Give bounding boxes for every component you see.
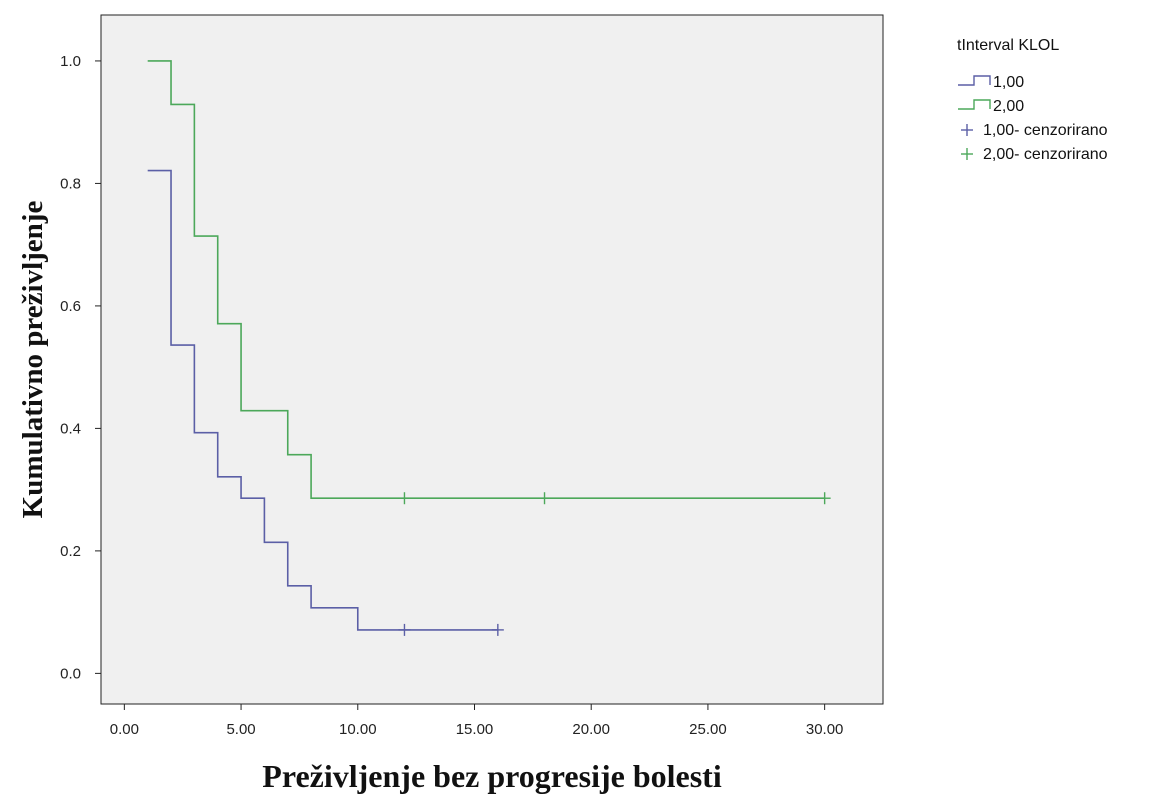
y-axis: 0.0 0.2 0.4 0.6 0.8 1.0: [60, 53, 101, 682]
x-tick-label: 5.00: [226, 721, 255, 738]
y-axis-title: Kumulativno preživljenje: [17, 201, 49, 519]
legend-step-swatch: [958, 100, 990, 109]
x-tick-label: 0.00: [110, 721, 139, 738]
y-tick-label: 0.6: [60, 298, 81, 315]
legend-entry-1-00: 1,00: [958, 74, 1024, 91]
plot-area: [101, 15, 883, 704]
y-tick-label: 0.8: [60, 175, 81, 192]
legend-entry-2-00: 2,00: [958, 98, 1024, 115]
legend-entry-1-00-cenzorirano: 1,00- cenzorirano: [961, 122, 1108, 139]
x-tick-label: 25.00: [689, 721, 727, 738]
y-tick-label: 0.0: [60, 665, 81, 682]
y-tick-label: 0.2: [60, 543, 81, 560]
legend-label: 1,00- cenzorirano: [983, 122, 1108, 139]
x-tick-label: 30.00: [806, 721, 844, 738]
legend-entry-2-00-cenzorirano: 2,00- cenzorirano: [961, 146, 1108, 163]
legend-label: 1,00: [993, 74, 1024, 91]
x-axis-title: Preživljenje bez progresije bolesti: [262, 758, 722, 794]
legend-label: 2,00- cenzorirano: [983, 146, 1108, 163]
legend: tInterval KLOL 1,00 2,00 1,00- cenzorirano…: [957, 37, 1108, 163]
x-tick-label: 15.00: [456, 721, 494, 738]
legend-title: tInterval KLOL: [957, 37, 1059, 54]
x-axis: 0.00 5.00 10.00 15.00 20.00 25.00 30.00: [110, 704, 844, 738]
legend-step-swatch: [958, 76, 990, 85]
y-tick-label: 1.0: [60, 53, 81, 70]
x-tick-label: 20.00: [572, 721, 610, 738]
x-tick-label: 10.00: [339, 721, 377, 738]
legend-label: 2,00: [993, 98, 1024, 115]
y-tick-label: 0.4: [60, 420, 81, 437]
